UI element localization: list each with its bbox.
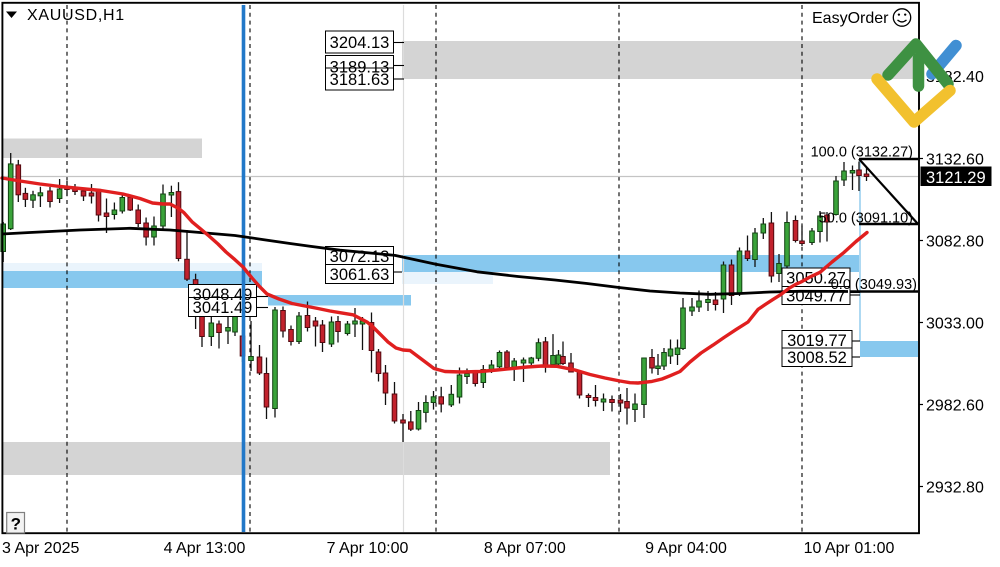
svg-text:3181.63: 3181.63 <box>330 71 390 89</box>
svg-text:3082.80: 3082.80 <box>926 233 984 250</box>
svg-text:4 Apr 13:00: 4 Apr 13:00 <box>164 540 246 557</box>
svg-text:3033.00: 3033.00 <box>926 315 984 332</box>
svg-text:2932.80: 2932.80 <box>926 479 984 496</box>
svg-text:100.0 (3132.27): 100.0 (3132.27) <box>811 145 913 161</box>
svg-text:3204.13: 3204.13 <box>330 34 390 52</box>
svg-text:3132.60: 3132.60 <box>926 151 984 168</box>
svg-text:2982.60: 2982.60 <box>926 397 984 414</box>
svg-text:EasyOrder: EasyOrder <box>812 10 889 27</box>
svg-text:8 Apr 07:00: 8 Apr 07:00 <box>484 540 566 557</box>
svg-text:XAUUSD,H1: XAUUSD,H1 <box>27 7 125 24</box>
svg-text:3041.49: 3041.49 <box>193 299 253 317</box>
svg-text:3008.52: 3008.52 <box>787 349 847 367</box>
svg-text:0.0 (3049.93): 0.0 (3049.93) <box>831 277 917 293</box>
svg-text:9 Apr 04:00: 9 Apr 04:00 <box>645 540 727 557</box>
svg-text:3189.13: 3189.13 <box>330 58 390 76</box>
svg-text:3061.63: 3061.63 <box>330 266 390 284</box>
svg-text:3048.49: 3048.49 <box>193 286 253 304</box>
svg-text:7 Apr 10:00: 7 Apr 10:00 <box>327 540 409 557</box>
svg-text:3019.77: 3019.77 <box>787 332 847 350</box>
svg-text:10 Apr 01:00: 10 Apr 01:00 <box>804 540 895 557</box>
svg-text:3 Apr 2025: 3 Apr 2025 <box>2 540 80 557</box>
svg-text:3121.29: 3121.29 <box>926 169 986 187</box>
svg-text:50.0 (3091.10): 50.0 (3091.10) <box>819 211 913 227</box>
svg-text:?: ? <box>11 515 21 534</box>
